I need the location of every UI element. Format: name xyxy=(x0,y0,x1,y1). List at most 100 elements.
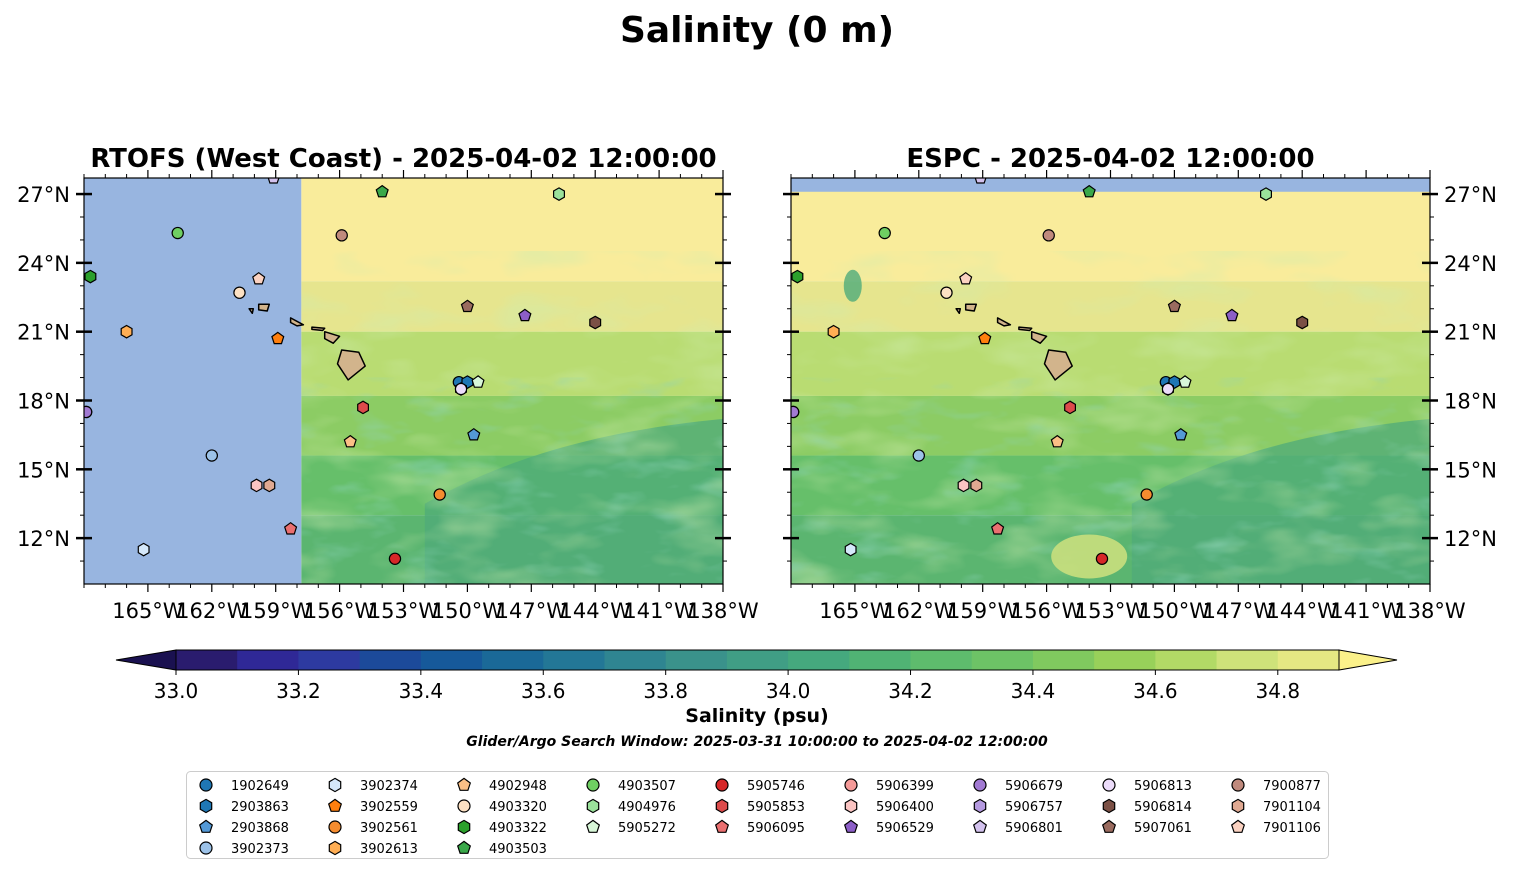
hawaii-island-land xyxy=(336,349,366,381)
legend-marker-3902559 xyxy=(327,798,343,812)
y-tick-label: 12°N xyxy=(17,527,70,551)
colorbar-segment xyxy=(420,650,483,670)
float-7901106-marker xyxy=(252,271,266,285)
float-5905746-marker xyxy=(1095,552,1109,565)
legend-entry-label: 7901106 xyxy=(1263,821,1321,836)
colorbar-segment xyxy=(237,650,299,670)
niihau-island-land xyxy=(955,307,962,315)
colorbar-segment xyxy=(971,650,1034,670)
kauai-island-land xyxy=(257,303,271,312)
x-tick-label: 162°W xyxy=(883,599,955,623)
float-5906529-marker xyxy=(518,308,532,322)
colorbar-segment xyxy=(788,650,850,670)
colorbar-tick-label: 34.2 xyxy=(888,679,933,703)
molokai-island-land xyxy=(1018,326,1033,332)
legend-entry-label: 4903503 xyxy=(489,842,547,857)
float-5906400-marker xyxy=(250,478,263,493)
maui-island-land xyxy=(1030,330,1048,344)
legend-entry-label: 5906801 xyxy=(1005,821,1063,836)
legend-marker-2903868 xyxy=(198,819,214,833)
colorbar-tick-label: 33.2 xyxy=(276,679,321,703)
y-tick-label: 15°N xyxy=(1444,458,1497,482)
float-4903507-marker xyxy=(171,226,184,240)
float-7901106-marker xyxy=(959,271,973,285)
float-4903322-marker xyxy=(791,269,804,284)
float-7901104-marker xyxy=(970,478,983,493)
colorbar-tick-label: 33.0 xyxy=(154,679,199,703)
colorbar-extend-low xyxy=(115,649,177,671)
colorbar-extend-high xyxy=(1338,649,1398,671)
x-tick-label: 165°W xyxy=(819,599,891,623)
float-5905272-marker xyxy=(1178,375,1192,388)
legend-entry-label: 2903868 xyxy=(231,821,289,836)
y-tick-label: 24°N xyxy=(1444,252,1497,276)
legend-entry-label: 5906095 xyxy=(747,821,805,836)
y-tick-label: 18°N xyxy=(1444,389,1497,413)
legend-entry-label: 5906400 xyxy=(876,800,934,815)
float-3902559-marker xyxy=(978,331,992,345)
legend-entry-label: 3902373 xyxy=(231,842,289,857)
legend-marker-3902374 xyxy=(328,777,342,793)
float-legend: 1902649 2903863 2903868 3902373 3902374 39025… xyxy=(198,777,1321,857)
colorbar-segment xyxy=(910,650,973,670)
colorbar-segment xyxy=(604,650,667,670)
northern-nodata-strip xyxy=(791,178,1430,192)
float-4903503-marker xyxy=(1082,184,1096,198)
float-5906529-marker xyxy=(1225,308,1239,322)
legend-marker-7901106 xyxy=(1230,819,1246,833)
y-tick-label: 27°N xyxy=(1444,183,1497,207)
x-tick-label: 165°W xyxy=(112,599,184,623)
legend-marker-3902561 xyxy=(328,820,342,834)
espc-panel: ESPC - 2025-04-02 12:00:00 165°W162°W159°… xyxy=(783,144,1497,623)
float-5906813-marker xyxy=(454,382,468,396)
float-4904976-marker xyxy=(1260,187,1272,201)
float-5906801-marker xyxy=(267,178,280,184)
colorbar-tick-label: 33.4 xyxy=(399,679,444,703)
salinity-colorbar: 33.0 33.2 33.4 33.6 33.8 34.0 34.2 34.4 34.6 34.8 xyxy=(115,649,1398,703)
legend-entry-label: 3902613 xyxy=(360,842,418,857)
colorbar-segment xyxy=(543,650,605,670)
legend-marker-5906095 xyxy=(714,819,730,833)
fresh-eddy xyxy=(1051,534,1128,579)
legend-entry-label: 7900877 xyxy=(1263,779,1321,794)
float-5907061-marker xyxy=(460,299,475,313)
x-tick-label: 162°W xyxy=(176,599,248,623)
legend-marker-5907061 xyxy=(1101,819,1117,833)
float-4903320-marker xyxy=(233,286,246,299)
colorbar-segment xyxy=(359,650,422,670)
float-5906814-marker xyxy=(1296,315,1309,330)
oahu-island-land xyxy=(996,317,1012,327)
legend-marker-7900877 xyxy=(1231,778,1245,792)
legend-marker-5905746 xyxy=(715,778,729,792)
x-tick-label: 150°W xyxy=(432,599,504,623)
legend-marker-5906757 xyxy=(973,798,987,814)
colorbar-segment xyxy=(665,650,728,670)
legend-marker-4903322 xyxy=(457,819,471,835)
float-3902561-marker xyxy=(1140,488,1153,501)
legend-marker-5906679 xyxy=(973,778,987,792)
legend-entry-label: 1902649 xyxy=(231,779,289,794)
y-tick-label: 15°N xyxy=(17,458,70,482)
float-2903868-marker xyxy=(467,427,481,441)
colorbar-tick-label: 34.0 xyxy=(766,679,811,703)
x-tick-label: 153°W xyxy=(368,599,440,623)
legend-entry-label: 5906814 xyxy=(1134,800,1192,815)
float-4904976-marker xyxy=(553,187,565,201)
float-3902373-marker xyxy=(912,449,926,462)
eddy-texture xyxy=(301,377,723,584)
legend-marker-4903503 xyxy=(456,840,472,854)
float-5906813-marker xyxy=(1161,382,1175,396)
float-5905853-marker xyxy=(357,400,369,415)
colorbar-segment xyxy=(849,650,912,670)
colorbar-label: Salinity (psu) xyxy=(685,705,828,727)
y-tick-label: 24°N xyxy=(17,252,70,276)
legend-entry-label: 4903322 xyxy=(489,821,547,836)
legend-entry-label: 5905272 xyxy=(618,821,676,836)
niihau-island-land xyxy=(248,307,255,315)
float-7900877-marker xyxy=(335,229,348,242)
float-5906679-marker xyxy=(84,405,93,419)
legend-entry-label: 7901104 xyxy=(1263,800,1321,815)
float-5906814-marker xyxy=(589,315,602,330)
y-tick-label: 12°N xyxy=(1444,527,1497,551)
float-3902561-marker xyxy=(433,488,446,501)
